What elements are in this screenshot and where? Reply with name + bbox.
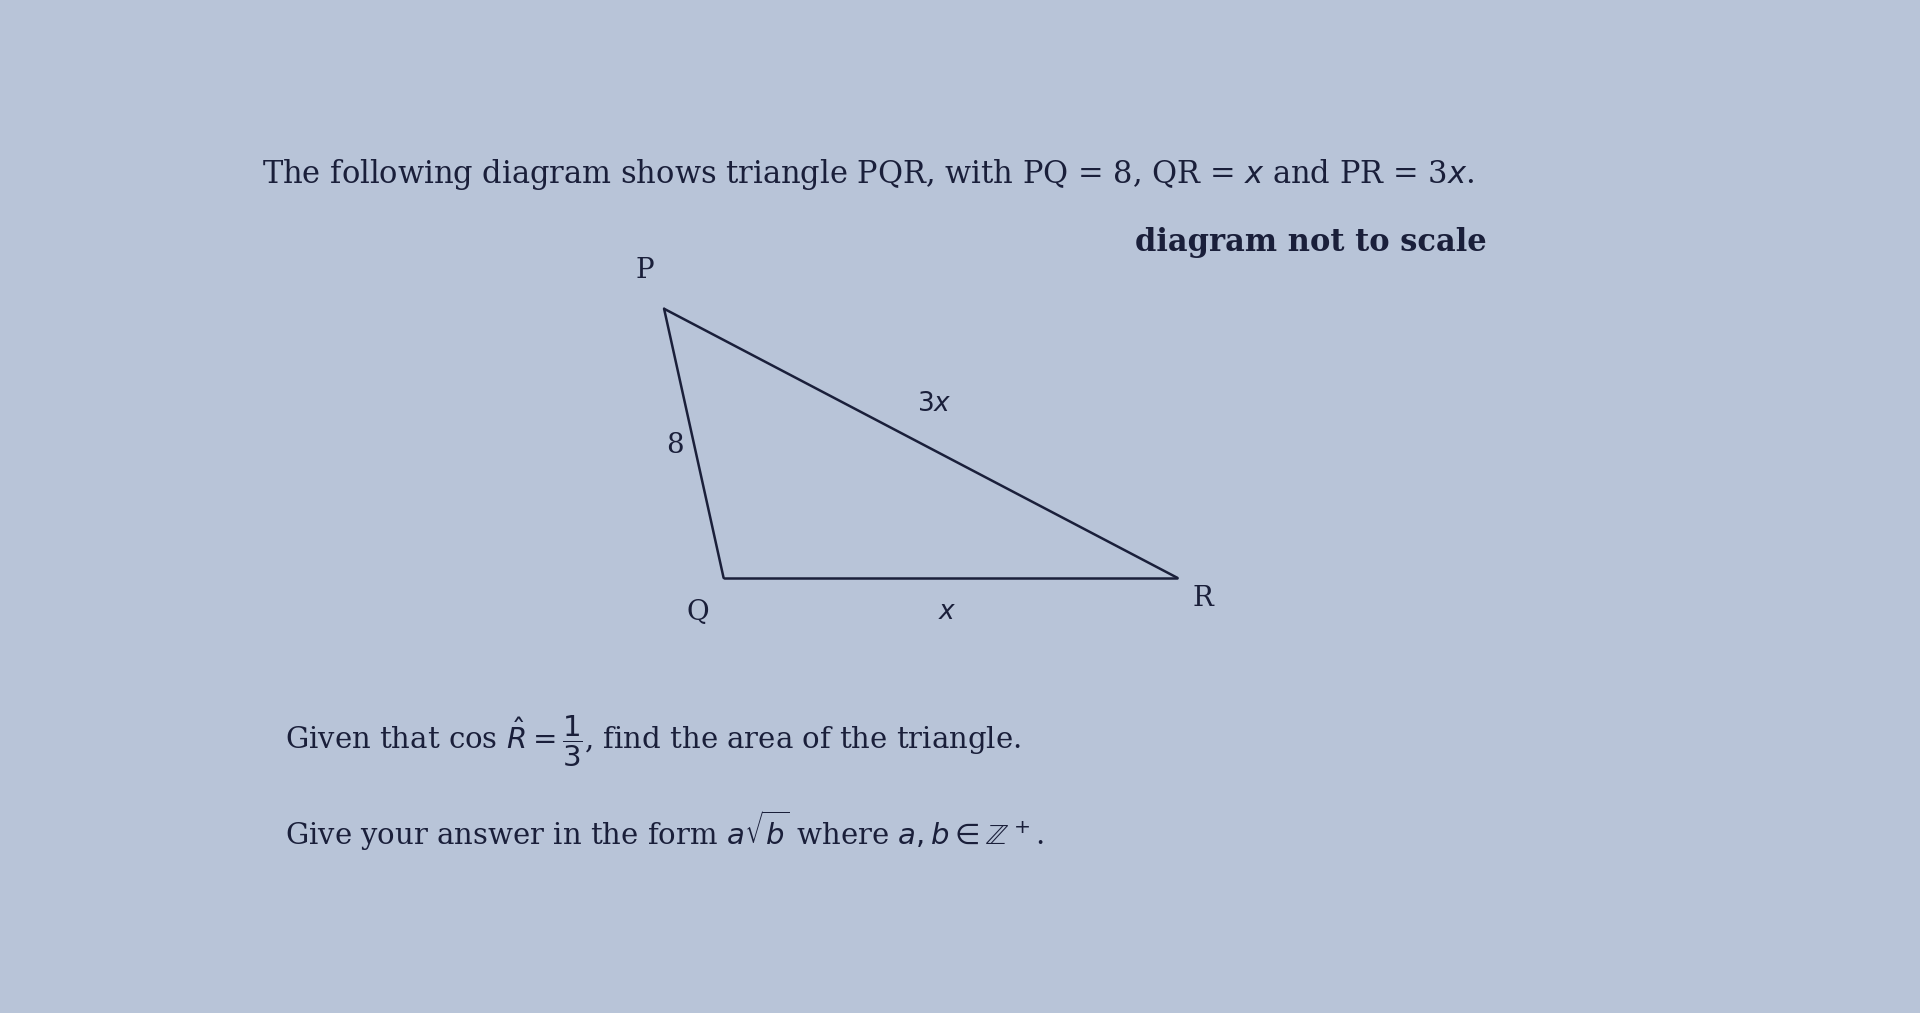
Text: $x$: $x$ bbox=[937, 599, 956, 624]
Text: $3x$: $3x$ bbox=[918, 391, 952, 416]
Text: Q: Q bbox=[687, 599, 710, 626]
Text: Give your answer in the form $a\sqrt{b}$ where $a, b \in \mathbb{Z}^+$.: Give your answer in the form $a\sqrt{b}$… bbox=[284, 808, 1044, 853]
Text: P: P bbox=[636, 257, 653, 284]
Text: 8: 8 bbox=[666, 432, 684, 459]
Text: Given that cos $\hat{R} = \dfrac{1}{3}$, find the area of the triangle.: Given that cos $\hat{R} = \dfrac{1}{3}$,… bbox=[284, 714, 1021, 770]
Text: diagram not to scale: diagram not to scale bbox=[1135, 227, 1488, 258]
Text: R: R bbox=[1192, 586, 1213, 613]
Text: The following diagram shows triangle PQR, with PQ = 8, QR = $x$ and PR = 3$x$.: The following diagram shows triangle PQR… bbox=[263, 157, 1475, 191]
